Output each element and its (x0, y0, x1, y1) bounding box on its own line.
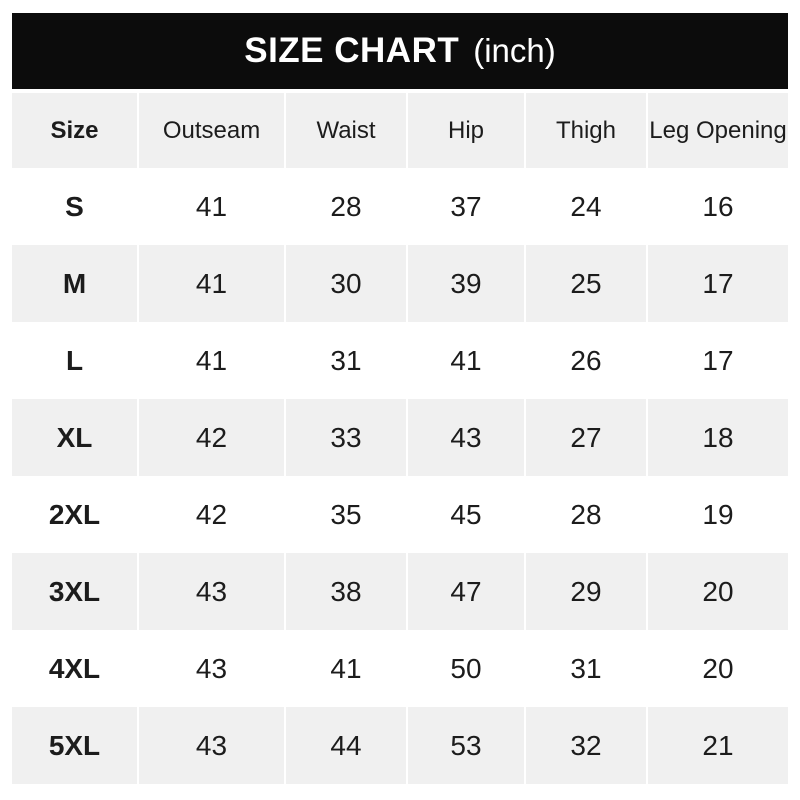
measurement-value: 26 (526, 322, 646, 399)
measurement-value: 17 (648, 245, 788, 322)
measurement-value: 41 (139, 168, 284, 245)
measurement-value: 41 (408, 322, 524, 399)
size-label: 4XL (12, 630, 137, 707)
measurement-value: 41 (286, 630, 406, 707)
table-row-2xl: 2XL 42 35 45 28 19 (12, 476, 788, 553)
measurement-value: 37 (408, 168, 524, 245)
measurement-value: 21 (648, 707, 788, 784)
table-row-3xl: 3XL 43 38 47 29 20 (12, 553, 788, 630)
measurement-value: 47 (408, 553, 524, 630)
measurement-value: 53 (408, 707, 524, 784)
measurement-value: 16 (648, 168, 788, 245)
size-chart-banner: SIZE CHART (inch) (12, 13, 788, 89)
banner-unit-label: (inch) (473, 32, 556, 69)
size-label: 2XL (12, 476, 137, 553)
column-header-size: Size (12, 93, 137, 168)
measurement-value: 24 (526, 168, 646, 245)
measurement-value: 20 (648, 630, 788, 707)
measurement-value: 28 (526, 476, 646, 553)
size-label: XL (12, 399, 137, 476)
measurement-value: 32 (526, 707, 646, 784)
measurement-value: 44 (286, 707, 406, 784)
size-label: 5XL (12, 707, 137, 784)
measurement-value: 35 (286, 476, 406, 553)
size-chart-page: SIZE CHART (inch) Size Outseam Waist Hip Thi… (12, 0, 788, 784)
measurement-value: 29 (526, 553, 646, 630)
measurement-value: 31 (286, 322, 406, 399)
column-header-waist: Waist (286, 93, 406, 168)
table-row-s: S 41 28 37 24 16 (12, 168, 788, 245)
measurement-value: 43 (139, 630, 284, 707)
table-row-xl: XL 42 33 43 27 18 (12, 399, 788, 476)
measurement-value: 27 (526, 399, 646, 476)
measurement-value: 50 (408, 630, 524, 707)
measurement-value: 30 (286, 245, 406, 322)
measurement-value: 43 (408, 399, 524, 476)
size-table: Size Outseam Waist Hip Thigh Leg Opening S 41 2… (12, 93, 788, 784)
size-label: L (12, 322, 137, 399)
table-row-m: M 41 30 39 25 17 (12, 245, 788, 322)
measurement-value: 20 (648, 553, 788, 630)
measurement-value: 25 (526, 245, 646, 322)
measurement-value: 38 (286, 553, 406, 630)
measurement-value: 43 (139, 553, 284, 630)
size-table-header-row: Size Outseam Waist Hip Thigh Leg Opening (12, 93, 788, 168)
column-header-leg-opening: Leg Opening (648, 93, 788, 168)
measurement-value: 42 (139, 399, 284, 476)
column-header-thigh: Thigh (526, 93, 646, 168)
size-label: S (12, 168, 137, 245)
measurement-value: 19 (648, 476, 788, 553)
measurement-value: 17 (648, 322, 788, 399)
measurement-value: 41 (139, 245, 284, 322)
measurement-value: 39 (408, 245, 524, 322)
measurement-value: 33 (286, 399, 406, 476)
measurement-value: 28 (286, 168, 406, 245)
measurement-value: 18 (648, 399, 788, 476)
measurement-value: 43 (139, 707, 284, 784)
measurement-value: 42 (139, 476, 284, 553)
banner-title: SIZE CHART (244, 31, 460, 70)
table-row-l: L 41 31 41 26 17 (12, 322, 788, 399)
measurement-value: 31 (526, 630, 646, 707)
size-label: M (12, 245, 137, 322)
size-label: 3XL (12, 553, 137, 630)
measurement-value: 41 (139, 322, 284, 399)
measurement-value: 45 (408, 476, 524, 553)
table-row-5xl: 5XL 43 44 53 32 21 (12, 707, 788, 784)
column-header-outseam: Outseam (139, 93, 284, 168)
column-header-hip: Hip (408, 93, 524, 168)
table-row-4xl: 4XL 43 41 50 31 20 (12, 630, 788, 707)
